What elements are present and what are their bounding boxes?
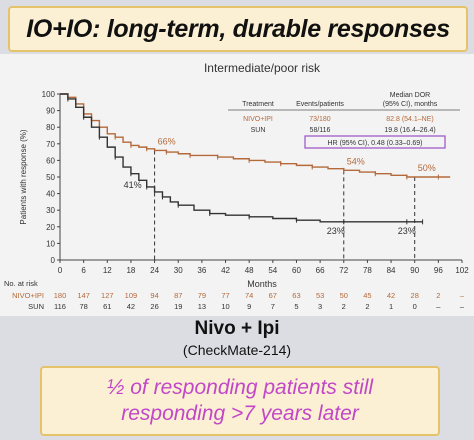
y-tick-label: 20	[46, 223, 55, 232]
x-tick-label: 84	[387, 266, 396, 275]
at-risk-value: 87	[174, 291, 182, 300]
x-tick-label: 12	[103, 266, 112, 275]
at-risk-value: 10	[221, 302, 229, 311]
at-risk-value: 147	[77, 291, 90, 300]
annotation-label: 23%	[398, 226, 416, 236]
at-risk-value: 42	[387, 291, 395, 300]
hr-text: HR (95% CI), 0.48 (0.33–0.69)	[328, 140, 423, 147]
x-tick-label: 78	[363, 266, 372, 275]
x-tick-label: 42	[221, 266, 230, 275]
table-header: Median DOR	[390, 92, 430, 99]
at-risk-value: 61	[103, 302, 111, 311]
table-header: (95% CI), months	[383, 101, 438, 108]
at-risk-value: 67	[269, 291, 277, 300]
at-risk-value: 19	[174, 302, 182, 311]
table-cell: 82.8 (54.1–NE)	[386, 116, 433, 123]
bottom-line-2: responding >7 years later	[121, 402, 359, 425]
x-tick-label: 48	[245, 266, 254, 275]
annotation-label: 54%	[347, 156, 365, 166]
x-tick-label: 96	[434, 266, 443, 275]
chart-title: Intermediate/poor risk	[204, 61, 321, 75]
x-tick-label: 90	[410, 266, 419, 275]
at-risk-value: 28	[411, 291, 419, 300]
x-tick-label: 0	[58, 266, 63, 275]
at-risk-value: 79	[198, 291, 206, 300]
table-header: Treatment	[242, 101, 274, 108]
y-tick-label: 50	[46, 173, 55, 182]
y-tick-label: 60	[46, 156, 55, 165]
at-risk-value: –	[460, 291, 465, 300]
table-cell: 19.8 (16.4–26.4)	[384, 127, 435, 134]
at-risk-value: 9	[247, 302, 251, 311]
title-box: IO+IO: long-term, durable responses	[8, 6, 468, 52]
table-cell: NIVO+IPI	[243, 116, 273, 123]
caption-main: Nivo + Ipi	[194, 318, 280, 339]
at-risk-value: 13	[198, 302, 206, 311]
at-risk-value: 0	[413, 302, 417, 311]
at-risk-value: 3	[318, 302, 322, 311]
annotation-label: 41%	[124, 180, 142, 190]
annotation-label: 23%	[327, 226, 345, 236]
at-risk-value: 180	[54, 291, 67, 300]
at-risk-value: 26	[150, 302, 158, 311]
at-risk-value: 1	[389, 302, 393, 311]
y-tick-label: 30	[46, 206, 55, 215]
at-risk-value: 45	[363, 291, 371, 300]
annotation-label: 50%	[418, 163, 436, 173]
y-tick-label: 70	[46, 140, 55, 149]
x-axis-label: Months	[247, 279, 277, 289]
at-risk-value: 50	[340, 291, 348, 300]
slide-title: IO+IO: long-term, durable responses	[26, 14, 450, 43]
x-tick-label: 24	[150, 266, 159, 275]
at-risk-value: 42	[127, 302, 135, 311]
x-tick-label: 102	[455, 266, 469, 275]
y-tick-label: 100	[42, 90, 56, 99]
y-tick-label: 0	[51, 256, 56, 265]
at-risk-value: –	[460, 302, 465, 311]
chart-panel: Intermediate/poor risk 0 10 20 30 40 50 60 70 80 9…	[0, 54, 474, 316]
table-cell: 73/180	[309, 116, 331, 123]
at-risk-row-name: NIVO+IPI	[12, 291, 44, 300]
x-tick-label: 18	[126, 266, 135, 275]
at-risk-value: 77	[221, 291, 229, 300]
at-risk-value: 127	[101, 291, 114, 300]
at-risk-label: No. at risk	[4, 279, 38, 288]
at-risk-value: –	[436, 302, 441, 311]
at-risk-value: 74	[245, 291, 253, 300]
at-risk-value: 116	[54, 302, 66, 311]
km-chart: Intermediate/poor risk010203040506070809…	[4, 61, 469, 311]
at-risk-value: 2	[342, 302, 346, 311]
y-tick-label: 80	[46, 123, 55, 132]
at-risk-value: 53	[316, 291, 324, 300]
at-risk-value: 5	[294, 302, 298, 311]
at-risk-value: 2	[436, 291, 440, 300]
x-tick-label: 6	[81, 266, 86, 275]
caption-sub: (CheckMate-214)	[182, 342, 292, 358]
bottom-message-box: ½ of responding patients still respondin…	[40, 366, 440, 436]
y-axis-label: Patients with response (%)	[19, 129, 28, 224]
x-tick-label: 30	[174, 266, 183, 275]
x-tick-label: 66	[316, 266, 325, 275]
x-tick-label: 60	[292, 266, 301, 275]
table-header: Events/patients	[296, 101, 344, 108]
bottom-line-1: ½ of responding patients still	[106, 376, 374, 399]
at-risk-value: 109	[125, 291, 138, 300]
y-tick-label: 40	[46, 190, 55, 199]
at-risk-value: 63	[292, 291, 300, 300]
at-risk-row-name: SUN	[28, 302, 44, 311]
y-tick-label: 10	[46, 239, 55, 248]
y-tick-label: 90	[46, 107, 55, 116]
at-risk-value: 94	[150, 291, 158, 300]
x-tick-label: 54	[268, 266, 277, 275]
at-risk-value: 2	[365, 302, 369, 311]
series-line-sun	[60, 93, 423, 223]
table-cell: SUN	[251, 127, 266, 134]
at-risk-value: 7	[271, 302, 275, 311]
x-tick-label: 72	[339, 266, 348, 275]
x-tick-label: 36	[197, 266, 206, 275]
at-risk-value: 78	[79, 302, 87, 311]
annotation-label: 66%	[158, 136, 176, 146]
hr-box	[304, 135, 446, 149]
table-cell: 58/116	[310, 127, 331, 134]
